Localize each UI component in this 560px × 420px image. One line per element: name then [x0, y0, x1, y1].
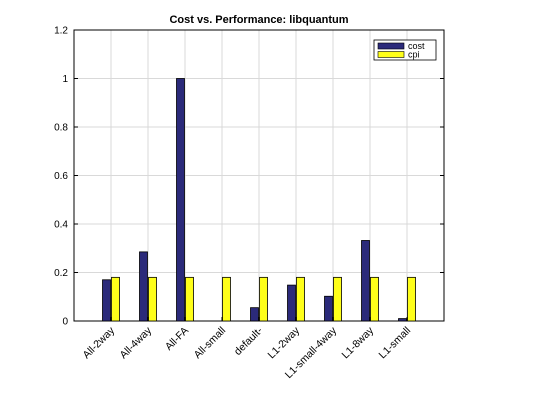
bar-cost-all-4way [139, 251, 148, 322]
bar-cpi-all-fa [185, 276, 194, 322]
x-tick-label: All-2way [81, 324, 118, 361]
y-tick-label: 0.4 [54, 220, 68, 231]
legend-swatch-cost [377, 42, 405, 50]
legend-swatch-cpi [377, 51, 405, 58]
x-tick-label: L1-8way [340, 324, 377, 361]
bar-cost-l1-2way [287, 284, 296, 322]
x-tick-label: All-4way [118, 324, 155, 361]
bar-cpi-all-2way [111, 276, 120, 322]
y-tick-label: 1.2 [54, 26, 68, 37]
bar-cpi-l1-2way [296, 276, 305, 322]
bar-cost-default- [250, 307, 259, 322]
bar-cpi-all-4way [148, 276, 157, 322]
x-tick-label: L1-small [377, 325, 414, 362]
bar-cost-l1-small [398, 318, 407, 322]
bar-cpi-default- [259, 276, 268, 322]
bar-cpi-l1-8way [370, 276, 379, 322]
legend-label-cpi: cpi [408, 50, 420, 60]
bar-cpi-l1-small-4way [333, 276, 342, 322]
y-tick-label: 0.2 [54, 268, 68, 279]
y-tick-label: 0.8 [54, 123, 68, 134]
bar-cost-all-2way [102, 279, 111, 322]
bar-cost-l1-8way [361, 240, 370, 322]
y-tick-label: 0.6 [54, 171, 68, 182]
grid-lines [74, 30, 444, 321]
bar-cost-all-fa [176, 78, 185, 322]
chart-title: Cost vs. Performance: libquantum [169, 14, 348, 26]
x-tick-label: All-FA [163, 325, 191, 353]
legend-label-cost: cost [408, 41, 425, 51]
bar-cpi-all-small [222, 276, 231, 322]
x-tick-label: L1-2way [266, 324, 303, 361]
x-tick-label: default- [232, 324, 266, 358]
bar-cost-l1-small-4way [324, 295, 333, 322]
bars [102, 78, 416, 322]
y-axis: 0 0.2 0.4 0.6 0.8 1 1.2 [54, 26, 444, 328]
x-tick-label: All-small [192, 325, 229, 362]
y-tick-label: 0 [62, 317, 68, 328]
bar-cpi-l1-small [407, 276, 416, 322]
x-axis: All-2way All-4way All-FA All-small default- L… [81, 317, 414, 381]
y-tick-label: 1 [62, 74, 68, 85]
